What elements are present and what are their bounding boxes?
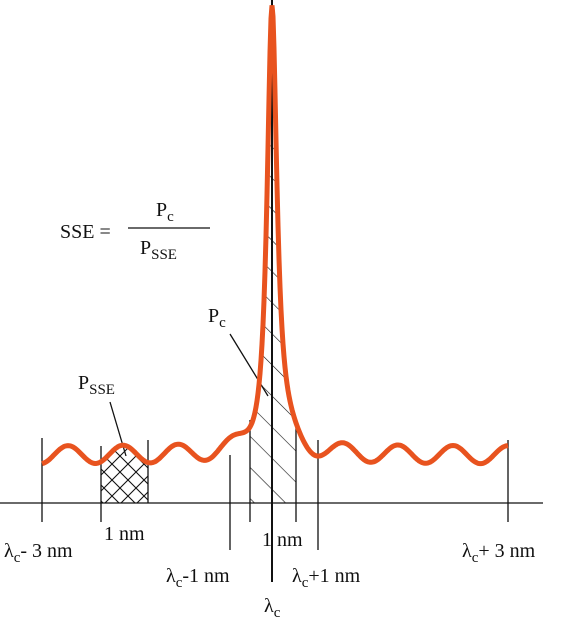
pc-label: Pc [208, 305, 226, 331]
formula-numerator: Pc [156, 199, 174, 225]
axis-label: 1 nm [104, 523, 145, 545]
axis-label: λc+ 3 nm [462, 540, 536, 566]
axis-label: λc+1 nm [292, 565, 361, 591]
axis-label: λc-1 nm [166, 565, 230, 591]
guide-lines [0, 0, 543, 582]
psse-label: PSSE [78, 372, 115, 398]
axis-label: 1 nm [262, 529, 303, 551]
spectrum-curve [41, 5, 509, 467]
formula-lhs: SSE = [60, 221, 111, 243]
leader [229, 333, 269, 397]
psse-area [101, 380, 148, 503]
axis-label: λc [264, 595, 281, 621]
formula-denominator: PSSE [140, 237, 177, 263]
axis-label: λc- 3 nm [4, 540, 73, 566]
